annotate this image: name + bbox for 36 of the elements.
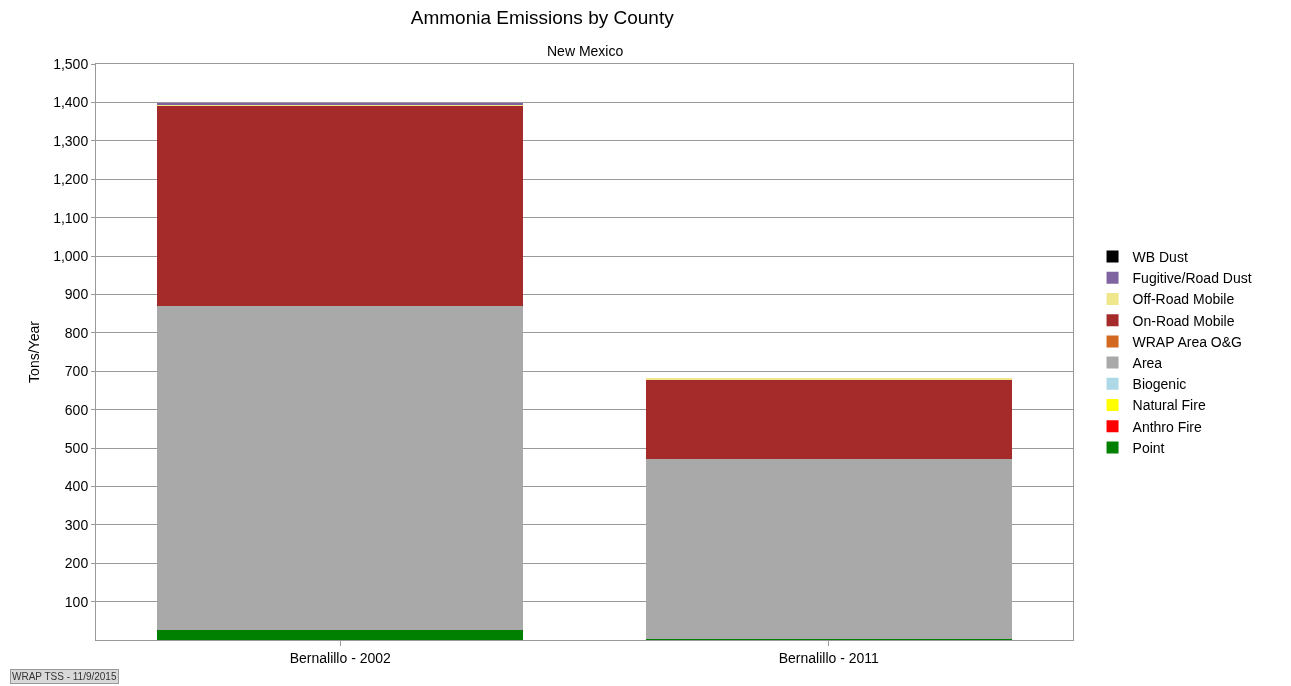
chart-subtitle: New Mexico	[547, 43, 624, 59]
bar	[157, 630, 524, 640]
y-tick-label: 1,000	[53, 247, 89, 264]
legend-label: Biogenic	[1132, 376, 1187, 393]
y-tick-label: 900	[64, 286, 89, 303]
legend-label: WB Dust	[1132, 249, 1188, 266]
legend-label: Point	[1132, 439, 1165, 456]
y-tick-label: 600	[64, 401, 89, 418]
y-axis-title: Tons/Year	[25, 320, 42, 383]
x-tick-label: Bernalillo - 2002	[289, 649, 392, 666]
y-tick-label: 700	[64, 363, 89, 380]
y-tick-label: 100	[64, 593, 89, 610]
y-tick-label: 1,500	[53, 55, 89, 72]
chart-title: Ammonia Emissions by County	[410, 6, 675, 28]
y-tick-label: 1,300	[53, 132, 89, 149]
y-tick-label: 500	[64, 439, 89, 456]
y-tick-label: 800	[64, 324, 89, 341]
y-tick-label: 300	[64, 516, 89, 533]
legend-label: Area	[1132, 355, 1163, 372]
bar	[157, 105, 524, 306]
legend-label: Anthro Fire	[1132, 418, 1202, 435]
legend-label: WRAP Area O&G	[1132, 333, 1242, 350]
bar	[645, 459, 1012, 640]
y-tick-label: 200	[64, 555, 89, 572]
legend-label: On-Road Mobile	[1132, 312, 1235, 329]
bar	[645, 379, 1012, 460]
legend-label: Off-Road Mobile	[1132, 291, 1235, 308]
x-tick-label: Bernalillo - 2011	[778, 649, 880, 666]
bar	[157, 305, 524, 631]
legend-label: Fugitive/Road Dust	[1132, 270, 1252, 287]
legend-label: Natural Fire	[1132, 397, 1206, 414]
y-tick-label: 1,200	[53, 171, 89, 188]
y-tick-label: 1,400	[53, 94, 89, 111]
y-tick-label: 400	[64, 478, 89, 495]
text: WRAP TSS - 11/9/2015	[12, 671, 117, 682]
y-tick-label: 1,100	[53, 209, 89, 226]
